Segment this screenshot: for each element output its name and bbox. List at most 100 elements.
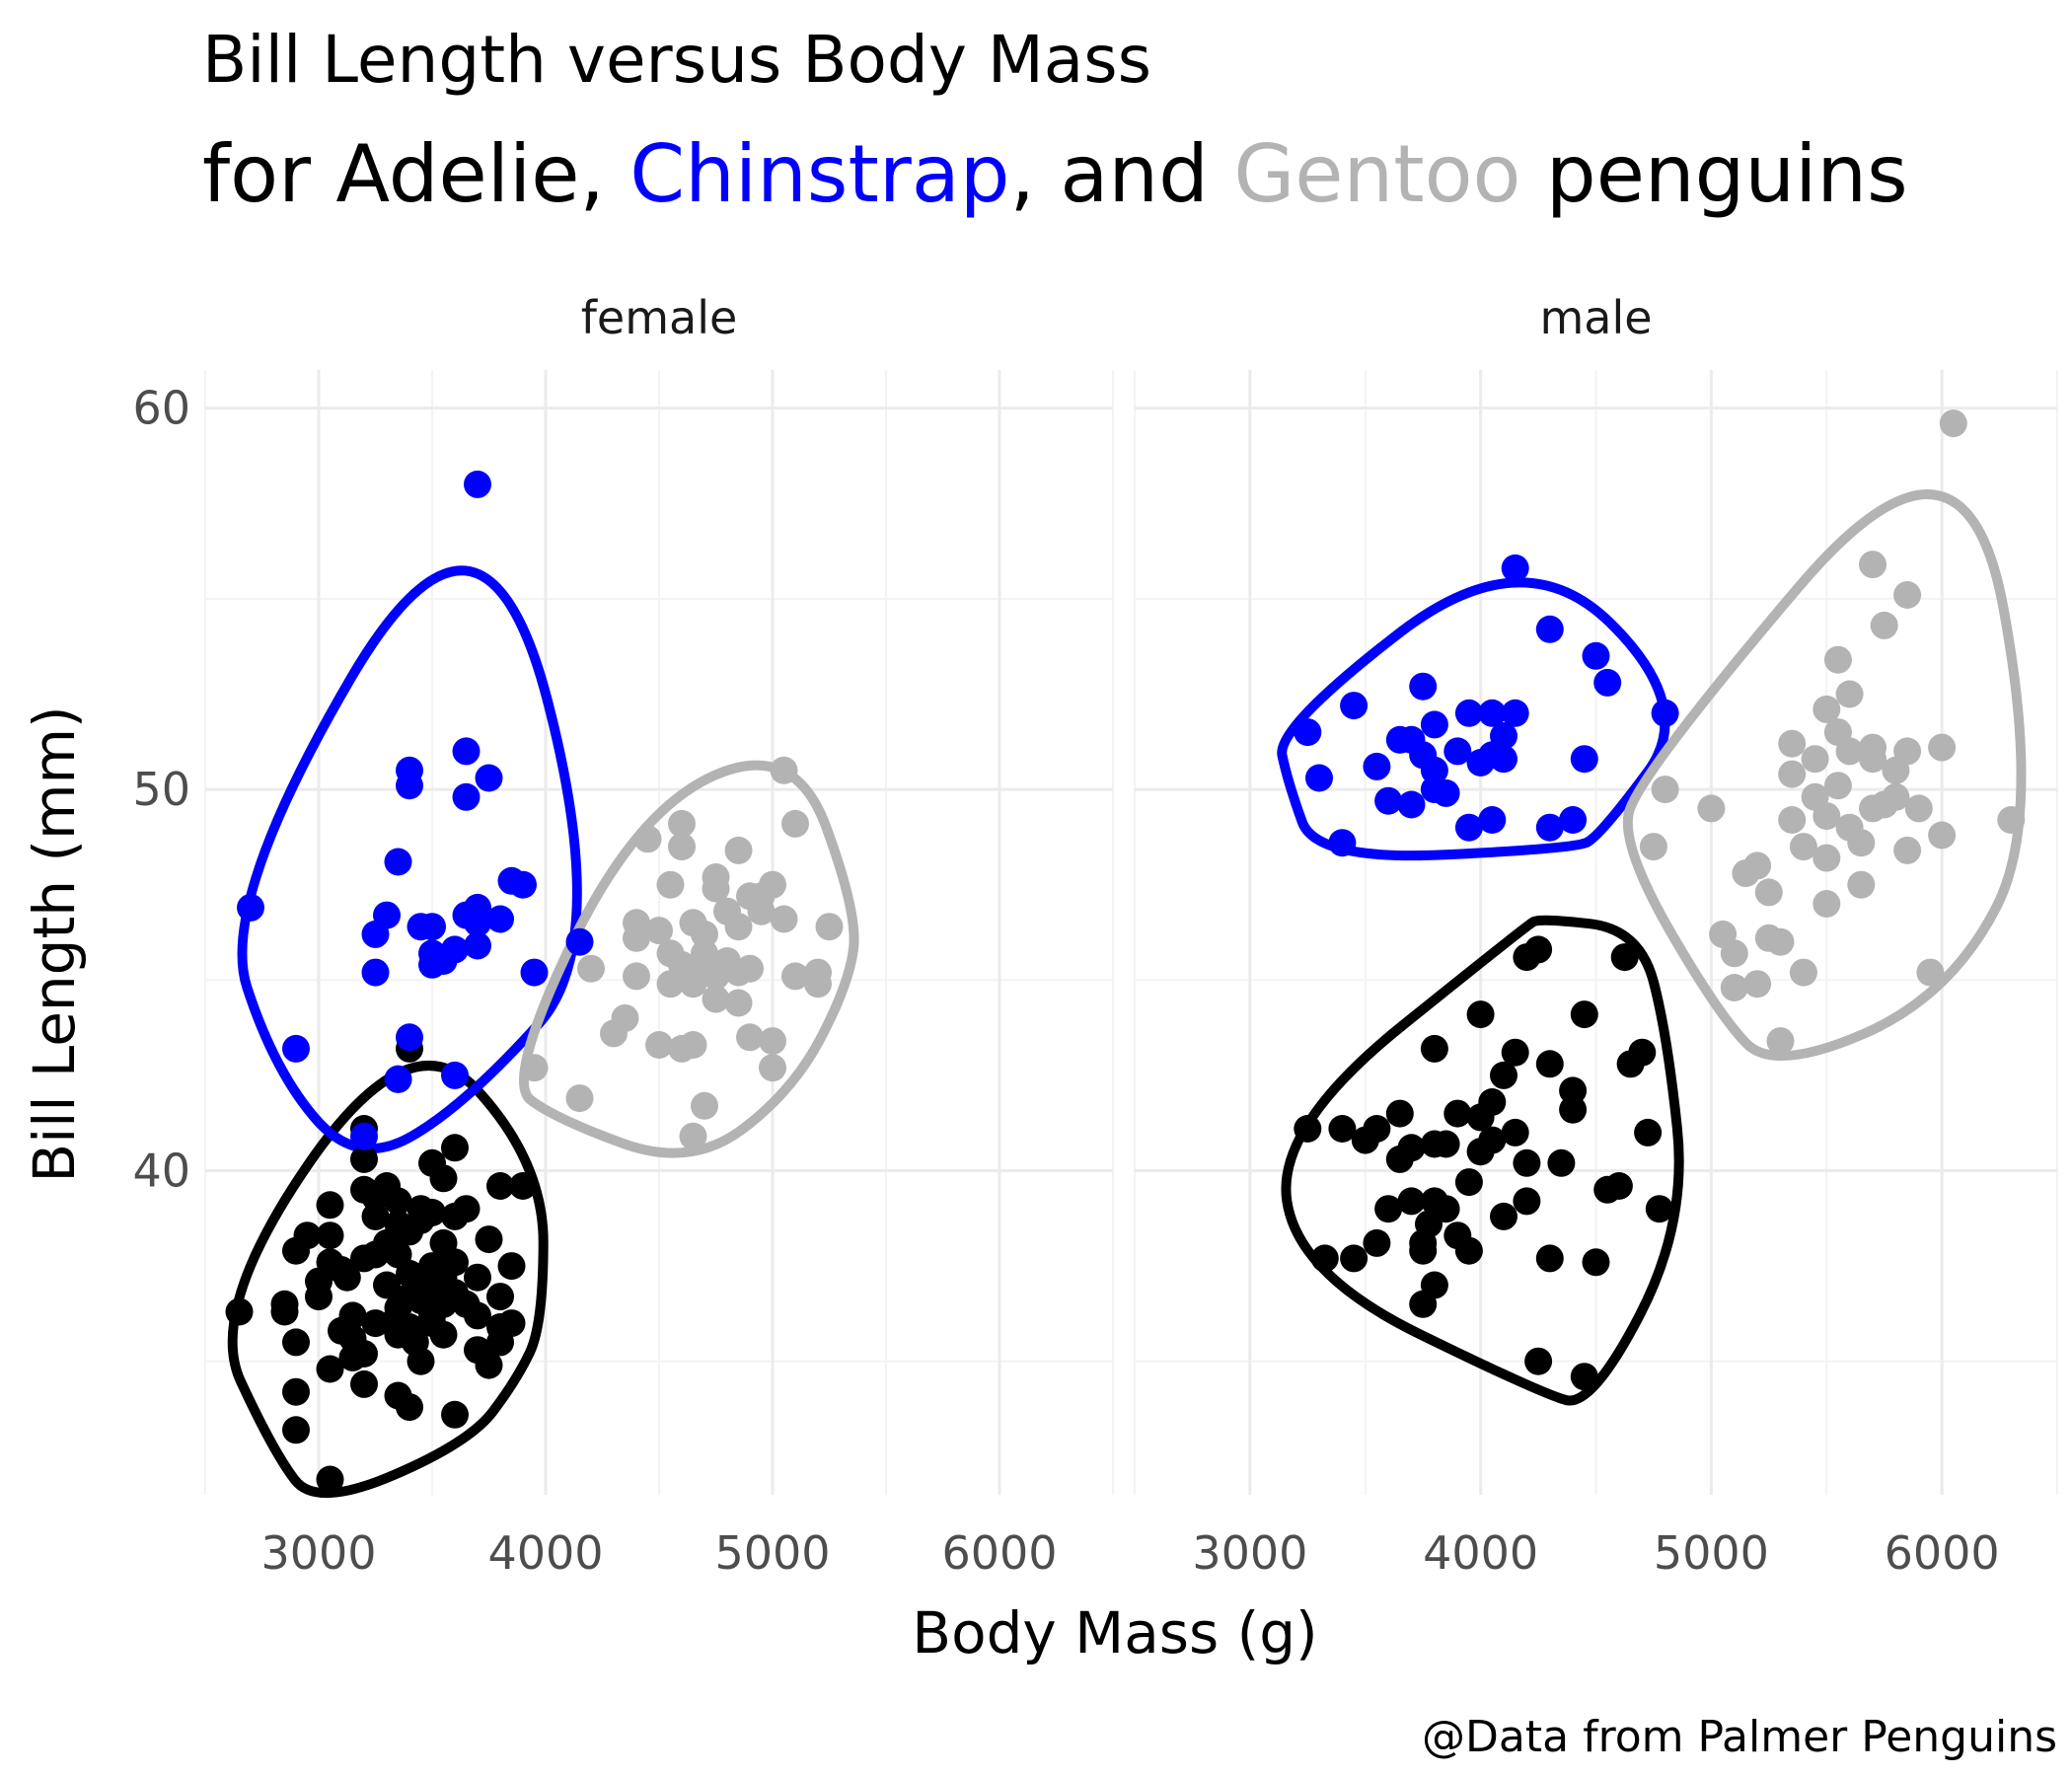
point-adelie (418, 1199, 446, 1226)
point-adelie (282, 1377, 310, 1406)
point-adelie (1478, 1126, 1507, 1154)
point-chinstrap (396, 1023, 423, 1052)
point-adelie (486, 1172, 514, 1200)
point-gentoo (1882, 782, 1910, 811)
point-chinstrap (1432, 778, 1460, 807)
point-gentoo (1916, 958, 1945, 987)
chart-caption: @Data from Palmer Penguins (1422, 1712, 2057, 1762)
chart-subtitle: for Adelie, Chinstrap, and Gentoo pengui… (202, 128, 1908, 220)
point-gentoo (724, 913, 753, 941)
point-gentoo (702, 863, 730, 891)
point-chinstrap (464, 931, 491, 960)
point-adelie (1328, 1115, 1357, 1143)
point-gentoo (781, 809, 809, 838)
point-adelie (1397, 1134, 1426, 1162)
point-adelie (509, 1172, 537, 1200)
y-axis-title: Bill Length (mm) (21, 705, 88, 1182)
point-adelie (1513, 1187, 1541, 1216)
point-gentoo (1813, 844, 1841, 872)
point-adelie (452, 1195, 481, 1223)
point-gentoo (611, 1003, 639, 1032)
point-chinstrap (452, 737, 481, 766)
point-gentoo (1697, 794, 1726, 823)
point-chinstrap (1443, 737, 1472, 766)
point-gentoo (724, 989, 753, 1017)
point-gentoo (565, 1084, 594, 1113)
point-gentoo (702, 985, 730, 1013)
point-gentoo (736, 1023, 764, 1052)
point-adelie (1524, 1347, 1553, 1375)
point-gentoo (1859, 551, 1887, 579)
point-adelie (429, 1320, 458, 1349)
point-adelie (1432, 1195, 1460, 1223)
subtitle-chinstrap: Chinstrap (629, 128, 1010, 220)
point-adelie (316, 1191, 344, 1220)
point-gentoo (804, 958, 832, 987)
y-tick-label: 40 (132, 1145, 190, 1198)
series-gentoo (1639, 409, 2026, 1056)
point-gentoo (520, 1054, 549, 1082)
point-adelie (282, 1416, 310, 1444)
point-gentoo (781, 962, 809, 991)
point-adelie (1501, 1118, 1529, 1147)
point-gentoo (759, 870, 786, 899)
point-adelie (1397, 1187, 1426, 1216)
point-adelie (1535, 1050, 1564, 1078)
x-tick-label: 4000 (1423, 1526, 1538, 1580)
point-chinstrap (452, 782, 481, 811)
y-tick-label: 50 (132, 763, 190, 816)
point-adelie (1490, 1202, 1517, 1230)
point-gentoo (1859, 733, 1887, 762)
point-adelie (1466, 1000, 1495, 1029)
point-adelie (486, 1283, 514, 1311)
point-chinstrap (1501, 554, 1529, 582)
point-gentoo (1835, 737, 1864, 766)
point-gentoo (759, 1027, 786, 1056)
point-adelie (464, 1263, 491, 1292)
series-gentoo (520, 756, 844, 1150)
x-tick-label: 4000 (487, 1526, 603, 1580)
point-adelie (293, 1221, 322, 1250)
point-gentoo (1766, 1027, 1795, 1056)
point-gentoo (1904, 794, 1933, 823)
hull-adelie-male (1281, 915, 1684, 1406)
point-adelie (464, 1301, 491, 1330)
point-gentoo (1823, 645, 1852, 674)
point-chinstrap (282, 1034, 310, 1063)
point-gentoo (656, 870, 685, 899)
point-gentoo (770, 756, 798, 784)
point-chinstrap (361, 958, 390, 987)
point-chinstrap (1374, 786, 1403, 815)
point-adelie (350, 1340, 378, 1368)
point-chinstrap (1478, 806, 1507, 834)
point-gentoo (1813, 890, 1841, 918)
point-adelie (316, 1221, 344, 1250)
point-chinstrap (350, 1122, 378, 1150)
point-adelie (361, 1202, 390, 1230)
point-gentoo (1847, 870, 1876, 899)
point-chinstrap (509, 870, 537, 899)
point-gentoo (1720, 974, 1748, 1001)
x-tick-label: 6000 (1885, 1526, 2000, 1580)
point-chinstrap (1454, 699, 1483, 727)
subtitle-mid: , and (1009, 128, 1234, 220)
point-adelie (1570, 1000, 1598, 1029)
x-tick-label: 5000 (714, 1526, 830, 1580)
point-adelie (441, 1134, 469, 1162)
point-chinstrap (373, 901, 401, 929)
point-chinstrap (1490, 722, 1517, 750)
point-gentoo (1789, 833, 1817, 861)
point-gentoo (1893, 581, 1922, 609)
point-adelie (384, 1187, 412, 1216)
point-gentoo (1835, 680, 1864, 708)
point-adelie (305, 1283, 333, 1311)
point-chinstrap (464, 909, 491, 937)
point-gentoo (1813, 695, 1841, 723)
point-gentoo (1870, 611, 1898, 639)
point-chinstrap (464, 470, 491, 498)
point-adelie (1340, 1244, 1369, 1273)
point-adelie (1454, 1236, 1483, 1265)
point-adelie (338, 1301, 367, 1330)
point-adelie (475, 1225, 503, 1254)
point-gentoo (1639, 833, 1667, 861)
